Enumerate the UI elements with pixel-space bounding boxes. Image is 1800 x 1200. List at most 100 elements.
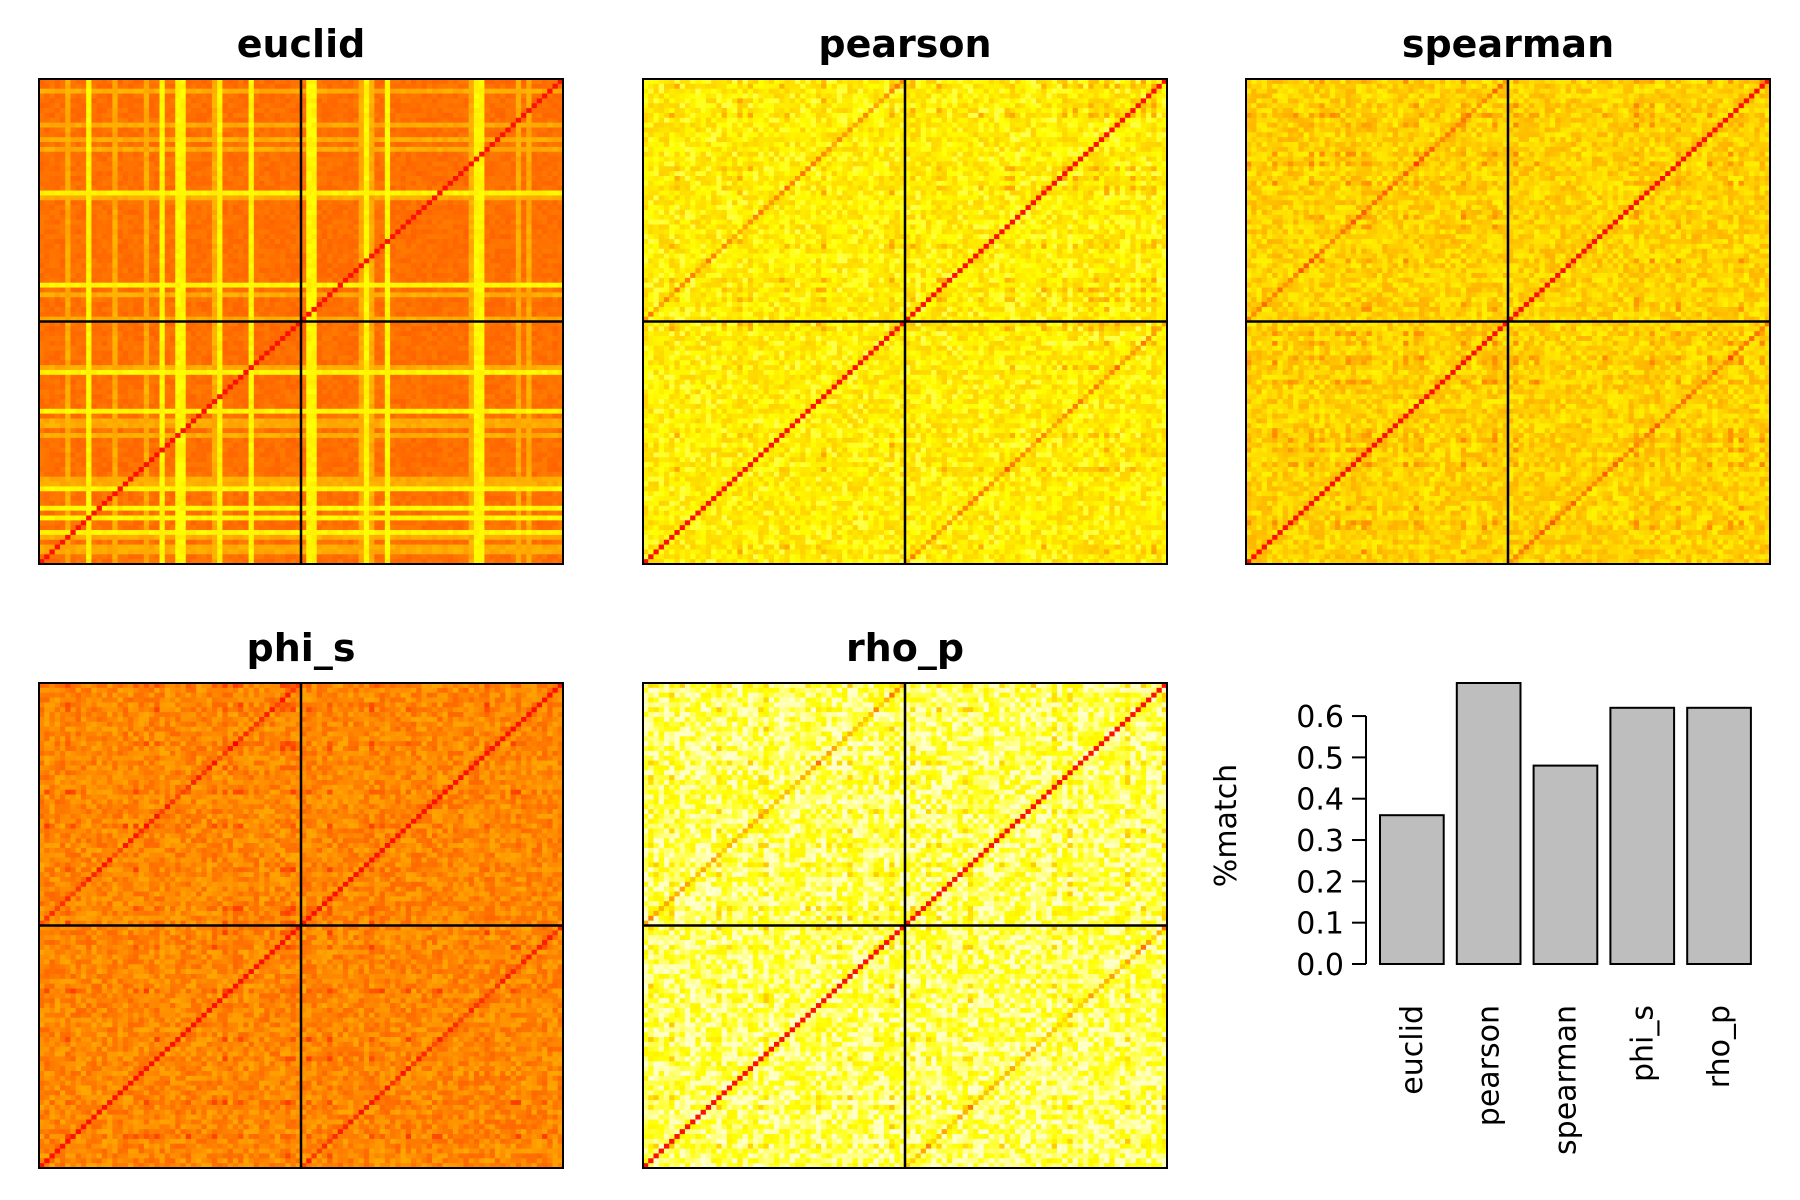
heatmap-cell xyxy=(291,128,297,133)
heatmap-cell xyxy=(516,118,522,123)
heatmap-cell xyxy=(81,152,87,157)
heatmap-cell xyxy=(291,108,297,113)
heatmap-cell xyxy=(537,142,543,147)
heatmap-cell xyxy=(332,137,338,142)
heatmap-cell xyxy=(359,98,365,103)
heatmap-cell xyxy=(490,98,496,103)
heatmap-cell xyxy=(453,108,459,113)
heatmap-cell xyxy=(332,113,338,118)
heatmap-cell xyxy=(175,132,181,137)
heatmap-cell xyxy=(511,108,517,113)
heatmap-cell xyxy=(390,152,396,157)
heatmap-cell xyxy=(490,113,496,118)
heatmap-cell xyxy=(175,118,181,123)
heatmap-cell xyxy=(484,94,490,99)
heatmap-cell xyxy=(191,89,197,94)
heatmap-cell xyxy=(348,132,354,137)
heatmap-cell xyxy=(427,132,433,137)
heatmap-cell xyxy=(479,147,485,152)
heatmap-cell xyxy=(144,94,150,99)
heatmap-cell xyxy=(70,132,76,137)
heatmap-cell xyxy=(317,132,323,137)
heatmap-cell xyxy=(201,128,207,133)
heatmap-cell xyxy=(249,108,255,113)
heatmap-cell xyxy=(86,89,92,94)
heatmap-cell xyxy=(70,98,76,103)
heatmap-cell xyxy=(406,108,412,113)
heatmap-cell xyxy=(505,142,511,147)
heatmap-cell xyxy=(222,157,228,162)
heatmap-cell xyxy=(254,132,260,137)
heatmap-cell xyxy=(270,84,276,89)
heatmap-cell xyxy=(463,94,469,99)
heatmap-cell xyxy=(453,152,459,157)
heatmap-cell xyxy=(453,94,459,99)
heatmap-cell xyxy=(516,147,522,152)
heatmap-cell xyxy=(86,84,92,89)
heatmap-cell xyxy=(505,152,511,157)
heatmap-cell xyxy=(306,142,312,147)
heatmap-cell xyxy=(217,113,223,118)
heatmap-cell xyxy=(196,84,202,89)
heatmap-cell xyxy=(76,84,82,89)
heatmap-cell xyxy=(144,113,150,118)
heatmap-cell xyxy=(422,128,428,133)
heatmap-cell xyxy=(259,118,265,123)
heatmap-cell xyxy=(432,152,438,157)
heatmap-cell xyxy=(484,84,490,89)
heatmap-cell xyxy=(186,137,192,142)
heatmap-cell xyxy=(505,123,511,128)
heatmap-cell xyxy=(374,157,380,162)
heatmap-cell xyxy=(285,94,291,99)
heatmap-cell xyxy=(217,142,223,147)
heatmap-cell xyxy=(416,118,422,123)
heatmap-cell xyxy=(228,89,234,94)
heatmap-cell xyxy=(65,98,71,103)
heatmap-cell xyxy=(280,142,286,147)
heatmap-cell xyxy=(207,152,213,157)
heatmap-cell xyxy=(97,152,103,157)
heatmap-cell xyxy=(395,94,401,99)
heatmap-cell xyxy=(353,132,359,137)
heatmap-cell xyxy=(291,137,297,142)
heatmap-cell xyxy=(422,147,428,152)
heatmap-cell xyxy=(458,89,464,94)
heatmap-cell xyxy=(118,103,124,108)
heatmap-cell xyxy=(186,94,192,99)
heatmap-cell xyxy=(170,118,176,123)
heatmap-cell xyxy=(133,132,139,137)
heatmap-cell xyxy=(490,142,496,147)
heatmap-cell xyxy=(448,142,454,147)
heatmap-cell xyxy=(112,94,118,99)
heatmap-cell xyxy=(81,103,87,108)
heatmap-cell xyxy=(437,94,443,99)
heatmap-cell xyxy=(537,123,543,128)
heatmap-cell xyxy=(338,113,344,118)
heatmap-cell xyxy=(343,128,349,133)
heatmap-cell xyxy=(526,98,532,103)
heatmap-cell xyxy=(264,152,270,157)
heatmap-cell xyxy=(359,147,365,152)
heatmap-cell xyxy=(149,137,155,142)
heatmap-cell xyxy=(243,94,249,99)
heatmap-cell xyxy=(490,118,496,123)
heatmap-cell xyxy=(222,89,228,94)
heatmap-cell xyxy=(317,103,323,108)
heatmap-cell xyxy=(280,132,286,137)
heatmap-cell xyxy=(249,142,255,147)
heatmap-cell xyxy=(390,132,396,137)
heatmap-cell xyxy=(60,108,66,113)
heatmap-cell xyxy=(317,128,323,133)
heatmap-cell xyxy=(233,89,239,94)
heatmap-cell xyxy=(107,123,113,128)
heatmap-cell xyxy=(170,113,176,118)
heatmap-cell xyxy=(280,152,286,157)
heatmap-cell xyxy=(280,89,286,94)
heatmap-cell xyxy=(160,147,166,152)
heatmap-cell xyxy=(107,113,113,118)
heatmap-cell xyxy=(222,98,228,103)
heatmap-cell xyxy=(154,157,160,162)
heatmap-cell xyxy=(49,128,55,133)
heatmap-cell xyxy=(97,147,103,152)
heatmap-cell xyxy=(118,157,124,162)
